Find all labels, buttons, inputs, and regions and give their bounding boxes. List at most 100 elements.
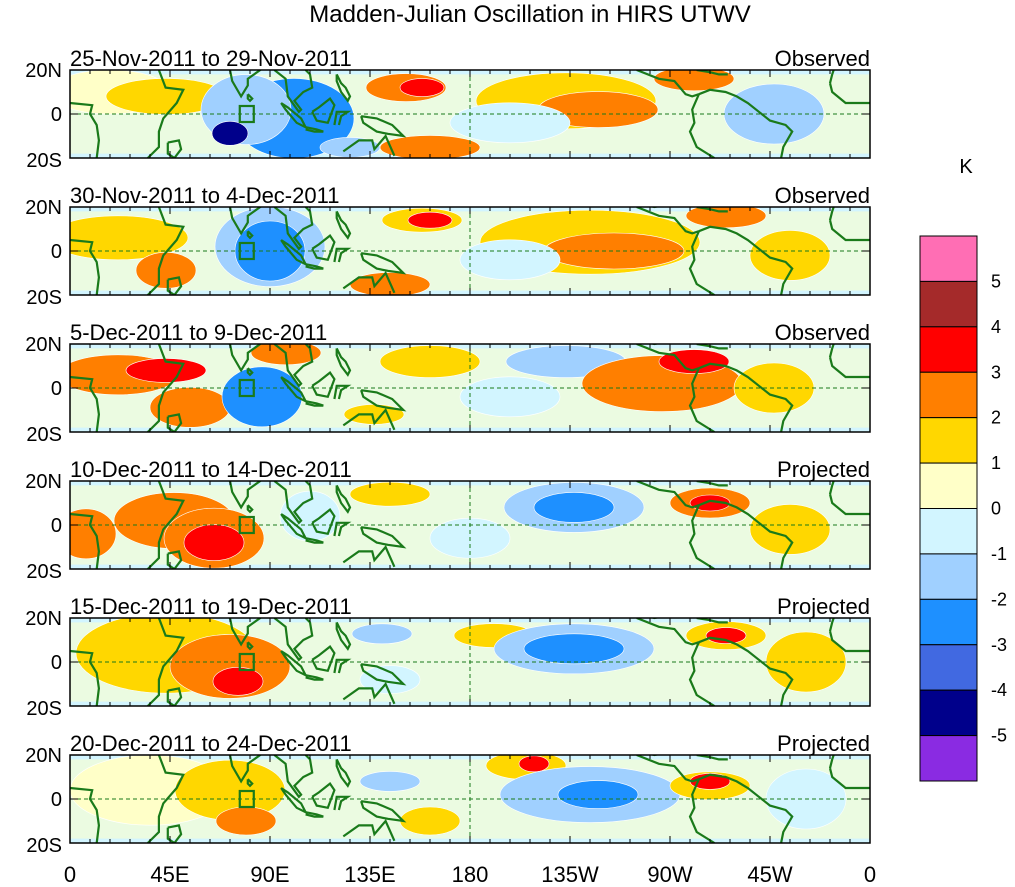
coastline [688, 641, 715, 706]
anomaly-contour [399, 806, 461, 836]
coastline [636, 207, 700, 235]
coastline [147, 618, 185, 706]
coastline [335, 73, 352, 103]
coastlines [70, 70, 870, 158]
coastline [342, 544, 396, 568]
coastline [166, 139, 183, 158]
coastline [342, 681, 396, 705]
coastline [273, 344, 314, 388]
latitude-label: 20S [26, 424, 62, 446]
anomaly-contour [459, 376, 561, 418]
map-panel: 30-Nov-2011 to 4-Dec-2011 Observed 20N 0 20S [25, 183, 871, 309]
anomaly-contour [449, 102, 571, 144]
anomaly-contour [523, 633, 625, 665]
longitude-label: 135E [344, 862, 395, 887]
anomaly-contour [70, 508, 117, 560]
coastline [246, 504, 254, 514]
coastline [147, 70, 185, 158]
colorbar-swatch [919, 280, 978, 328]
coastline [311, 370, 336, 399]
panel-status: Observed [775, 46, 870, 71]
latitude-label: 0 [51, 789, 62, 811]
coastline [698, 773, 794, 843]
coastline [636, 481, 700, 509]
anomaly-contour [399, 78, 445, 97]
latitude-label: 0 [51, 378, 62, 400]
latitude-label: 20S [26, 835, 62, 857]
coastline [305, 811, 324, 818]
map-panels: 25-Nov-2011 to 29-Nov-2011 Observed20N020… [25, 46, 871, 857]
colorbar-swatch [919, 735, 978, 782]
anomaly-contour [459, 239, 561, 281]
coastline [305, 263, 324, 270]
latitude-label: 20N [25, 197, 62, 219]
colorbar: K 5 4 3 2 1 0 -1 -2 -3 -4 -5 [919, 156, 1007, 782]
coastline [305, 537, 324, 544]
anomaly-contour [221, 366, 303, 428]
anomaly-contour [658, 349, 730, 374]
coastline [698, 225, 794, 295]
latitude-label: 0 [51, 104, 62, 126]
coastline [688, 778, 715, 843]
coastline [696, 344, 728, 350]
panel-status: Observed [775, 320, 870, 345]
colorbar-swatch [919, 689, 978, 737]
colorbar-swatch [919, 553, 978, 600]
reference-box [238, 378, 255, 398]
latitude-label: 20S [26, 287, 62, 309]
colorbar-label: 5 [991, 271, 1001, 291]
latitude-label: 0 [51, 515, 62, 537]
coastline [696, 755, 728, 761]
anomaly-contour [689, 494, 731, 512]
anomaly-contour [749, 504, 831, 555]
coastline [311, 644, 336, 673]
coastline [246, 230, 254, 240]
latitude-label: 20S [26, 698, 62, 720]
anomaly-contour [518, 755, 550, 773]
coastline [335, 347, 352, 377]
coastline [246, 641, 254, 651]
colorbar-label: 1 [991, 453, 1001, 473]
figure-title: Madden-Julian Oscillation in HIRS UTWV [309, 1, 750, 28]
coastline [342, 133, 396, 157]
coastline [828, 481, 835, 495]
coastline [147, 755, 185, 843]
coastline [828, 219, 870, 242]
coastline [698, 362, 794, 432]
colorbar-label: 0 [991, 499, 1001, 519]
longitude-label: 45W [747, 862, 792, 887]
coastline [166, 276, 183, 295]
map-panel: 20-Dec-2011 to 24-Dec-2011 Projected 20N 0 2… [25, 731, 871, 857]
coastline [828, 493, 870, 516]
coastline [70, 786, 101, 843]
latitude-label: 20N [25, 334, 62, 356]
reference-box [238, 241, 255, 261]
panel-status: Projected [777, 594, 870, 619]
coastline [166, 824, 183, 843]
anomaly-contour [351, 623, 413, 645]
longitude-label: 90W [647, 862, 692, 887]
colorbar-swatch [919, 644, 978, 691]
map-panel: 25-Nov-2011 to 29-Nov-2011 Observed 20N 0 20… [25, 46, 871, 172]
anomaly-contour [359, 771, 421, 792]
coastline [305, 126, 324, 133]
colorbar-label: -2 [991, 589, 1007, 609]
latitude-label: 20N [25, 745, 62, 767]
longitude-label: 180 [452, 862, 489, 887]
anomaly-contour [135, 252, 197, 289]
reference-box [238, 789, 255, 809]
colorbar-label: 3 [991, 362, 1001, 382]
coastline [828, 767, 870, 790]
latitude-label: 20N [25, 471, 62, 493]
coastline [273, 755, 314, 799]
coastline [273, 618, 314, 662]
latitude-label: 20N [25, 60, 62, 82]
coastline [305, 674, 324, 681]
coastline [246, 367, 254, 377]
coastline [70, 101, 101, 158]
coastline [305, 400, 324, 407]
coastline [70, 649, 101, 706]
longitude-label: 90E [250, 862, 289, 887]
coastline [333, 384, 352, 400]
